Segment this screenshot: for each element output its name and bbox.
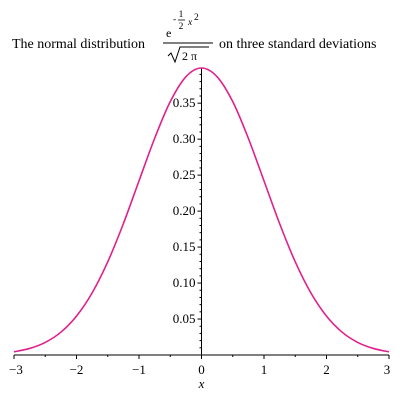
- x-tick-label: −3: [9, 362, 23, 377]
- x-tick-label: 3: [384, 362, 391, 377]
- x-tick-label: 2: [323, 362, 330, 377]
- formula-exponent-power: 2: [194, 13, 199, 23]
- y-tick-label: 0.30: [173, 131, 196, 146]
- formula-radical-sign: [167, 46, 209, 64]
- formula-denominator: 2 π: [182, 49, 197, 63]
- chart-title: The normal distribution e - 1 2 x 2 2 π …: [12, 10, 376, 64]
- series-line: [13, 67, 390, 353]
- y-ticks: 0.05 0.10 0.15 0.20 0.25 0.30 0.35: [173, 73, 202, 349]
- y-tick-label: 0.15: [173, 239, 196, 254]
- series-layer: [13, 67, 390, 353]
- formula-exponent-denominator: 2: [179, 22, 184, 32]
- y-tick-label: 0.25: [173, 167, 196, 182]
- title-text-before: The normal distribution: [12, 37, 145, 52]
- y-tick-label: 0.10: [173, 275, 196, 290]
- x-ticks: −3 −2 −1 0 1 2 3: [9, 355, 390, 377]
- title-formula: e - 1 2 x 2 2 π: [163, 10, 213, 64]
- formula-exponent-numerator: 1: [179, 10, 184, 20]
- y-tick-label: 0.35: [173, 95, 196, 110]
- formula-exponent-sign: -: [173, 15, 176, 25]
- x-tick-label: −2: [70, 362, 84, 377]
- x-tick-label: −1: [132, 362, 146, 377]
- y-tick-label: 0.05: [173, 311, 196, 326]
- formula-exponent-variable: x: [187, 18, 193, 28]
- x-tick-label: 1: [261, 362, 268, 377]
- formula-base: e: [166, 26, 171, 40]
- title-text-after: on three standard deviations: [219, 37, 376, 52]
- x-axis-label: x: [198, 376, 205, 391]
- x-tick-label: 0: [198, 362, 205, 377]
- y-tick-label: 0.20: [173, 203, 196, 218]
